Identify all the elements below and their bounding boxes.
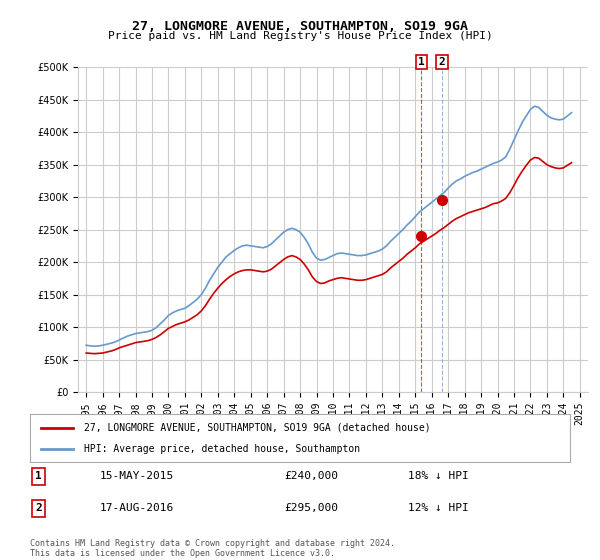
Text: 17-AUG-2016: 17-AUG-2016 bbox=[100, 503, 175, 514]
Text: 2: 2 bbox=[35, 503, 42, 514]
Text: 2: 2 bbox=[439, 57, 445, 67]
Text: 1: 1 bbox=[418, 57, 425, 67]
Text: 27, LONGMORE AVENUE, SOUTHAMPTON, SO19 9GA (detached house): 27, LONGMORE AVENUE, SOUTHAMPTON, SO19 9… bbox=[84, 423, 431, 433]
Text: Contains HM Land Registry data © Crown copyright and database right 2024.
This d: Contains HM Land Registry data © Crown c… bbox=[30, 539, 395, 558]
Text: 15-MAY-2015: 15-MAY-2015 bbox=[100, 471, 175, 481]
Text: Price paid vs. HM Land Registry's House Price Index (HPI): Price paid vs. HM Land Registry's House … bbox=[107, 31, 493, 41]
Text: 18% ↓ HPI: 18% ↓ HPI bbox=[408, 471, 469, 481]
Text: £295,000: £295,000 bbox=[284, 503, 338, 514]
Text: 1: 1 bbox=[35, 471, 42, 481]
Text: £240,000: £240,000 bbox=[284, 471, 338, 481]
Text: 12% ↓ HPI: 12% ↓ HPI bbox=[408, 503, 469, 514]
Text: HPI: Average price, detached house, Southampton: HPI: Average price, detached house, Sout… bbox=[84, 444, 360, 454]
Text: 27, LONGMORE AVENUE, SOUTHAMPTON, SO19 9GA: 27, LONGMORE AVENUE, SOUTHAMPTON, SO19 9… bbox=[132, 20, 468, 32]
